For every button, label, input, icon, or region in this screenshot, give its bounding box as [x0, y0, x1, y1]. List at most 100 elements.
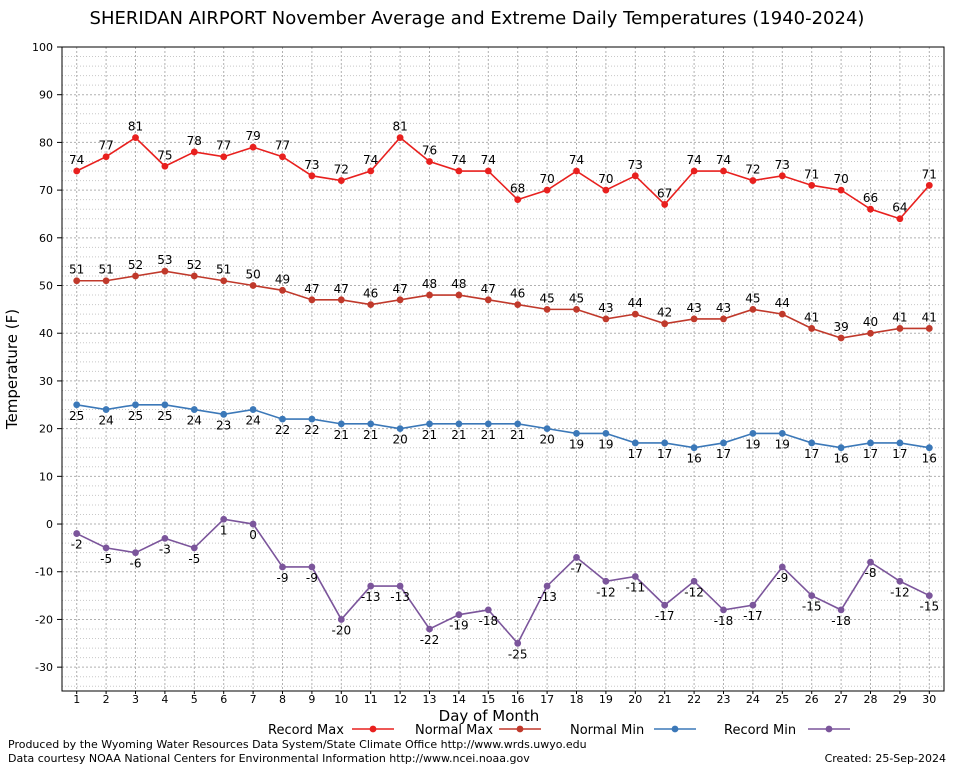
- data-point: [161, 162, 169, 170]
- data-point: [690, 167, 698, 175]
- data-point: [514, 196, 522, 204]
- data-label: 41: [892, 310, 907, 324]
- data-point: [720, 606, 727, 614]
- y-tick-label: -30: [35, 661, 53, 674]
- data-point: [426, 291, 433, 299]
- data-point: [543, 186, 551, 194]
- data-label: -7: [571, 561, 583, 575]
- data-label: 19: [745, 437, 760, 451]
- data-label: 16: [686, 452, 701, 466]
- x-tick-label: 21: [658, 693, 672, 706]
- data-point: [925, 325, 933, 332]
- data-point: [396, 296, 404, 304]
- data-label: 53: [157, 253, 172, 267]
- data-point: [161, 401, 169, 409]
- x-tick-label: 7: [250, 693, 257, 706]
- data-point: [896, 325, 904, 332]
- data-label: 74: [716, 153, 731, 167]
- legend-marker: [516, 725, 524, 733]
- data-label: 51: [69, 263, 84, 277]
- data-label: 1: [220, 523, 228, 537]
- data-point: [896, 215, 904, 223]
- data-point: [837, 444, 845, 452]
- series-line-1: [76, 270, 930, 339]
- data-label: 47: [304, 282, 319, 296]
- y-axis-label: Temperature (F): [3, 309, 21, 430]
- data-label: -13: [537, 590, 557, 604]
- data-label: -19: [449, 619, 469, 633]
- data-label: -22: [420, 633, 440, 647]
- x-tick-label: 22: [687, 693, 701, 706]
- data-label: -15: [802, 600, 822, 614]
- x-tick-label: 15: [481, 693, 495, 706]
- data-label: 77: [275, 139, 290, 153]
- x-tick-label: 4: [161, 693, 168, 706]
- data-label: 17: [628, 447, 643, 461]
- data-label: 24: [98, 414, 113, 428]
- data-label: 20: [539, 433, 554, 447]
- data-point: [455, 611, 463, 619]
- data-point: [837, 606, 845, 614]
- data-point: [367, 301, 375, 308]
- series-line-3: [76, 518, 930, 645]
- data-point: [631, 573, 639, 580]
- data-point: [573, 167, 580, 175]
- data-point: [867, 205, 874, 213]
- data-label: 21: [481, 428, 496, 442]
- data-label: 68: [510, 182, 525, 196]
- data-point: [308, 296, 316, 304]
- data-point: [308, 172, 316, 180]
- data-point: [73, 167, 81, 175]
- data-point: [925, 444, 933, 452]
- x-tick-label: 13: [423, 693, 437, 706]
- data-point: [631, 172, 639, 180]
- data-point: [514, 420, 522, 428]
- x-tick-label: 17: [540, 693, 554, 706]
- data-point: [308, 415, 316, 423]
- x-tick-label: 24: [746, 693, 760, 706]
- data-point: [543, 582, 551, 590]
- data-point: [367, 167, 375, 175]
- y-tick-label: 20: [39, 423, 53, 436]
- data-point: [279, 153, 286, 161]
- data-point: [102, 544, 110, 552]
- data-label: 41: [804, 310, 819, 324]
- data-label: -17: [743, 609, 763, 623]
- y-tick-label: -10: [35, 566, 53, 579]
- data-point: [808, 181, 816, 189]
- data-point: [279, 563, 286, 571]
- chart-title: SHERIDAN AIRPORT November Average and Ex…: [89, 8, 865, 29]
- data-point: [249, 520, 257, 528]
- data-label: 43: [598, 301, 613, 315]
- x-tick-label: 9: [308, 693, 315, 706]
- data-label: 24: [245, 414, 260, 428]
- data-point: [896, 577, 904, 585]
- data-label: 17: [863, 447, 878, 461]
- data-point: [190, 544, 198, 552]
- data-point: [455, 420, 463, 428]
- data-point: [367, 420, 375, 428]
- data-label: 48: [451, 277, 466, 291]
- x-tick-label: 1: [73, 693, 80, 706]
- legend-label: Normal Min: [570, 723, 644, 738]
- data-label: 46: [363, 287, 378, 301]
- data-point: [308, 563, 316, 571]
- data-label: -12: [684, 585, 704, 599]
- data-label: 19: [775, 437, 790, 451]
- data-label: -18: [831, 614, 851, 628]
- data-label: 46: [510, 287, 525, 301]
- data-point: [602, 186, 610, 194]
- y-tick-label: 10: [39, 470, 53, 483]
- data-label: 74: [363, 153, 378, 167]
- data-point: [190, 406, 198, 413]
- x-tick-label: 18: [570, 693, 584, 706]
- data-point: [602, 577, 610, 585]
- data-label: 16: [922, 452, 937, 466]
- data-label: -5: [188, 552, 200, 566]
- data-point: [220, 277, 228, 285]
- data-point: [573, 554, 580, 561]
- data-label: 0: [249, 528, 257, 542]
- series-line-0: [76, 136, 930, 220]
- data-point: [102, 153, 110, 161]
- data-label: 52: [128, 258, 143, 272]
